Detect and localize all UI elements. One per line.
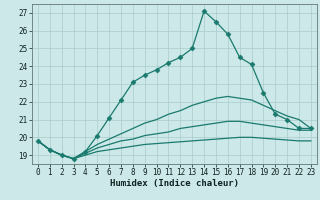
X-axis label: Humidex (Indice chaleur): Humidex (Indice chaleur) bbox=[110, 179, 239, 188]
